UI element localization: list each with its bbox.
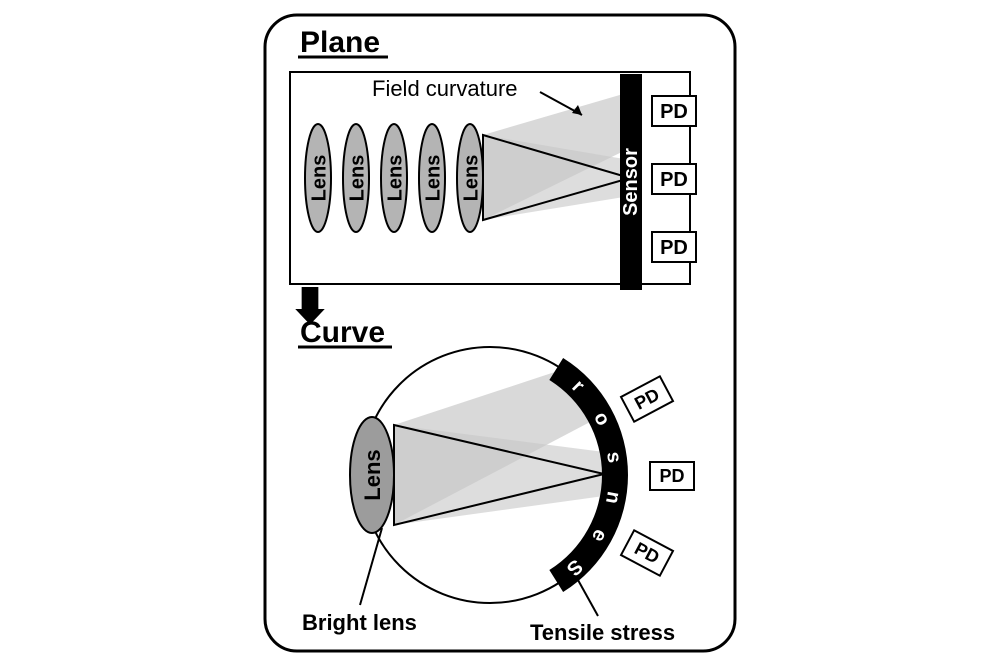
plane-lens-label-1: Lens (346, 155, 368, 202)
curve-lens-label: Lens (360, 449, 385, 500)
plane-pd-label-1: PD (660, 169, 688, 191)
plane-title: Plane (300, 26, 380, 59)
svg-text:Lens: Lens (346, 155, 368, 202)
svg-text:Lens: Lens (384, 155, 406, 202)
curve-title: Curve (300, 316, 385, 349)
plane-pd-label-2: PD (660, 237, 688, 259)
bright-lens-label: Bright lens (302, 610, 417, 635)
svg-text:Sensor: Sensor (620, 148, 642, 216)
svg-text:Lens: Lens (308, 155, 330, 202)
field-curvature-label: Field curvature (372, 76, 518, 101)
plane-lens-label-3: Lens (422, 155, 444, 202)
plane-lens-label-4: Lens (460, 155, 482, 202)
plane-sensor-label: Sensor (620, 148, 642, 216)
plane-lens-label-0: Lens (308, 155, 330, 202)
svg-text:Lens: Lens (360, 449, 385, 500)
tensile-stress-label: Tensile stress (530, 620, 675, 645)
svg-text:Lens: Lens (460, 155, 482, 202)
plane-lens-label-2: Lens (384, 155, 406, 202)
curve-pd-1: PD (650, 462, 694, 490)
svg-text:PD: PD (659, 466, 684, 486)
plane-pd-label-0: PD (660, 101, 688, 123)
svg-text:Lens: Lens (422, 155, 444, 202)
